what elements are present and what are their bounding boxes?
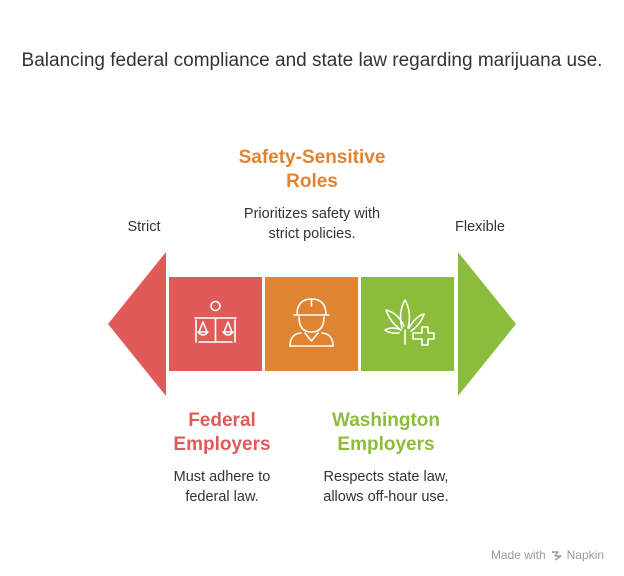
federal-employers-heading: Federal Employers <box>173 410 271 455</box>
flexible-label: Flexible <box>455 219 505 235</box>
strict-label: Strict <box>127 219 161 235</box>
safety-sensitive-heading: Safety-Sensitive Roles <box>238 147 386 192</box>
scales-of-justice-icon <box>194 300 237 343</box>
safety-sensitive-block <box>265 277 358 371</box>
made-with-napkin-footer: Made with Napkin <box>491 548 604 562</box>
safety-sensitive-description: Prioritizes safety with strict policies. <box>243 206 381 242</box>
right-arrow-head <box>458 252 516 396</box>
washington-employers-block <box>361 277 454 371</box>
diagram-title: Balancing federal compliance and state l… <box>21 50 603 71</box>
hard-hat-worker-icon <box>289 298 334 347</box>
washington-employers-description: Respects state law, allows off-hour use. <box>323 469 449 505</box>
napkin-logo-icon <box>551 550 562 561</box>
made-with-text: Made with <box>490 548 546 562</box>
left-arrow-head <box>108 252 166 396</box>
washington-employers-heading: Washington Employers <box>332 410 440 455</box>
cannabis-leaf-plus-icon <box>384 299 435 346</box>
napkin-brand-text: Napkin <box>566 548 604 562</box>
federal-employers-description: Must adhere to federal law. <box>173 469 271 505</box>
